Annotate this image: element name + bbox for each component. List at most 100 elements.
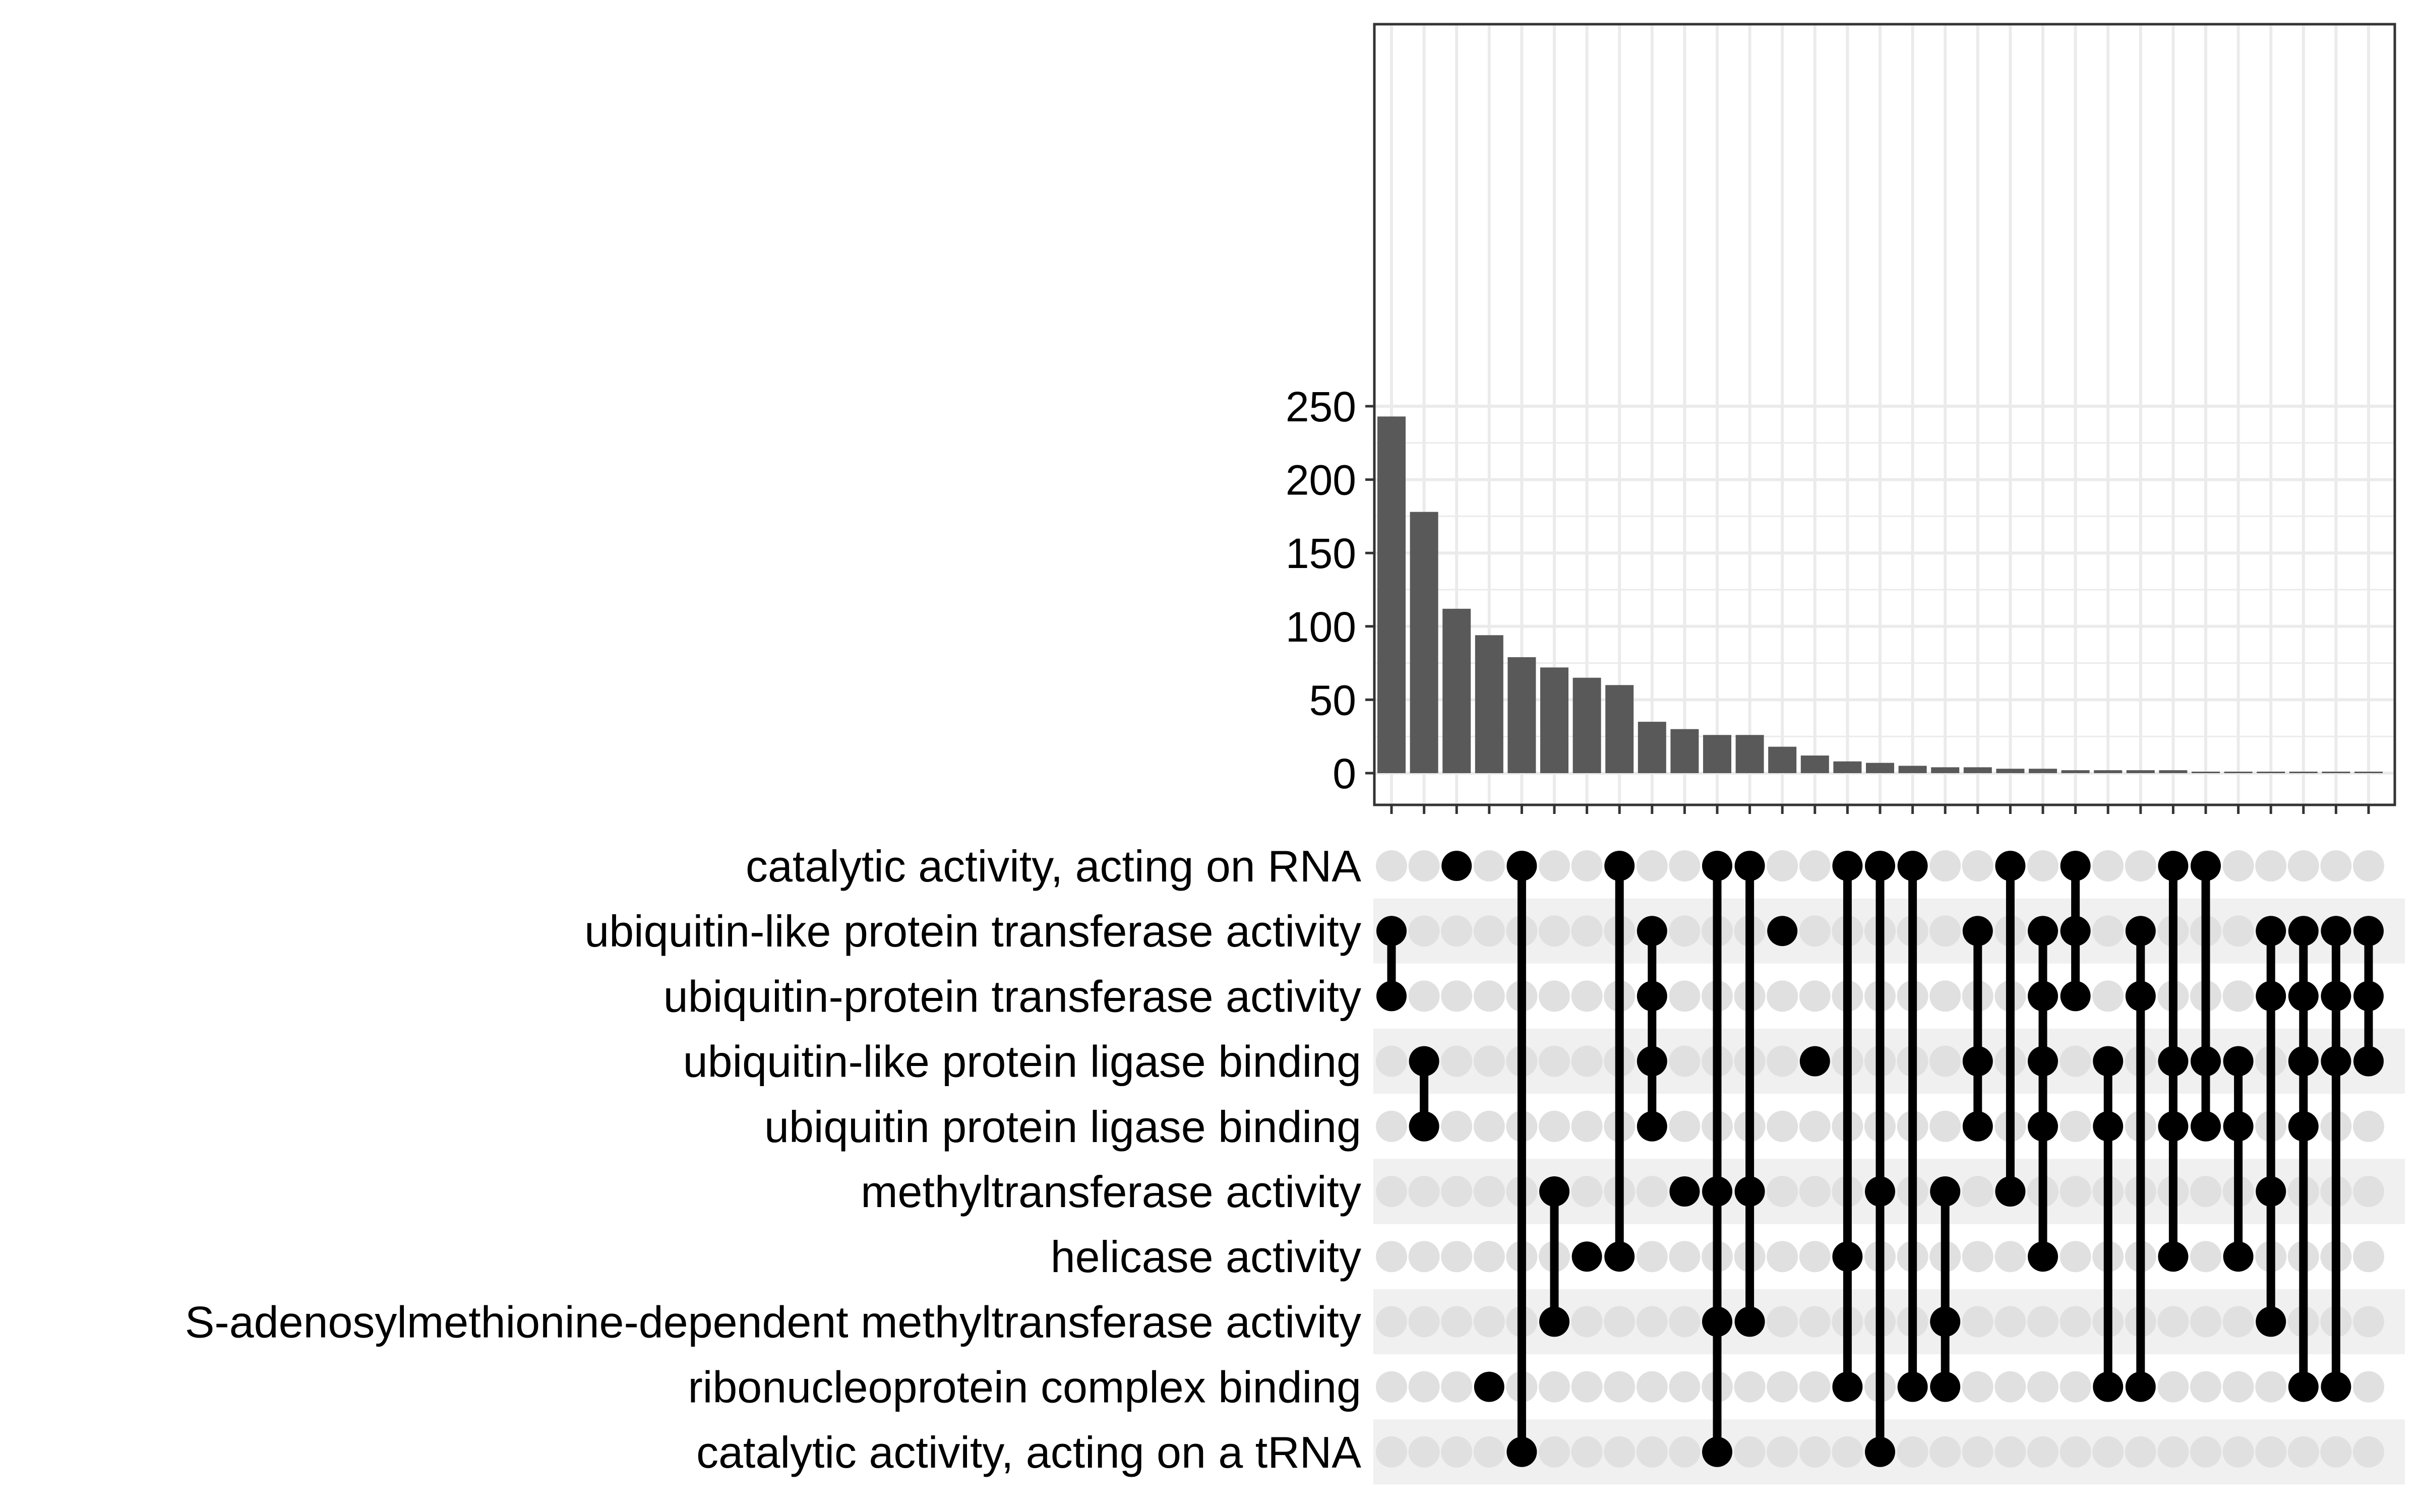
intersection-bar [1442,608,1471,773]
matrix-dot-active [2223,1241,2254,1272]
matrix-dot-inactive [1376,1241,1407,1273]
matrix-dot-inactive [1929,980,1961,1012]
matrix-dot-active [2028,981,2058,1012]
matrix-dot-inactive [2222,1436,2254,1468]
intersection-bar [2159,770,2188,773]
matrix-dot-inactive [1376,1306,1407,1338]
matrix-dot-inactive [1799,1306,1831,1338]
matrix-dot-active [2028,1241,2058,1272]
matrix-dot-inactive [1994,1436,2026,1468]
matrix-dot-inactive [1669,980,1701,1012]
set-label: helicase activity [1051,1232,1361,1282]
matrix-dot-inactive [2222,1306,2254,1338]
matrix-dot-inactive [1441,1436,1473,1468]
matrix-dot-active [1604,1241,1635,1272]
matrix-dot-active [1637,981,1667,1012]
matrix-dot-inactive [1571,1110,1603,1142]
intersection-bar [1735,735,1764,773]
matrix-dot-active [1506,851,1537,881]
matrix-dot-active [1930,1371,1961,1402]
matrix-dot-inactive [2157,1306,2189,1338]
matrix-dot-inactive [2353,1306,2384,1338]
matrix-dot-active [2353,916,2384,947]
matrix-dot-inactive [1571,1436,1603,1468]
matrix-dot-active [1702,1176,1732,1207]
matrix-dot-inactive [1376,1176,1407,1207]
matrix-dot-inactive [1408,1176,1440,1207]
matrix-dot-inactive [2190,1371,2221,1403]
matrix-dot-active [1376,916,1407,947]
matrix-dot-inactive [1897,1436,1928,1468]
matrix-dot-active [1734,851,1765,881]
set-label: ubiquitin protein ligase binding [764,1102,1361,1152]
matrix-dot-inactive [1539,915,1570,947]
matrix-dot-inactive [1376,850,1407,881]
matrix-dot-inactive [1539,1110,1570,1142]
matrix-dot-active [2256,981,2286,1012]
matrix-dot-inactive [1473,1306,1505,1338]
matrix-dot-inactive [1636,850,1668,881]
intersection-bar [2126,770,2155,773]
matrix-dot-inactive [1408,915,1440,947]
matrix-dot-active [2060,851,2091,881]
matrix-dot-active [2321,916,2351,947]
matrix-dot-inactive [2320,850,2352,881]
matrix-dot-inactive [2092,915,2124,947]
intersection-bar [2029,769,2057,773]
matrix-dot-active [1962,1111,1993,1142]
intersection-bar [1540,667,1568,773]
matrix-dot-inactive [1571,1045,1603,1077]
matrix-dot-inactive [1473,1110,1505,1142]
matrix-dot-inactive [1441,1110,1473,1142]
matrix-dot-active [1409,1111,1439,1142]
matrix-dot-inactive [2255,850,2287,881]
matrix-dot-inactive [2125,850,2156,881]
matrix-dot-inactive [1473,1045,1505,1077]
matrix-dot-active [1637,1046,1667,1077]
matrix-dot-inactive [1994,1371,2026,1403]
matrix-dot-active [1930,1306,1961,1337]
matrix-dot-active [2060,916,2091,947]
matrix-dot-inactive [1767,1176,1798,1207]
intersection-bar [1638,722,1666,773]
matrix-dot-inactive [2060,1371,2091,1403]
matrix-dot-active [2256,1306,2286,1337]
matrix-dot-inactive [1669,1436,1701,1468]
matrix-dot-active [1539,1306,1569,1337]
matrix-dot-inactive [1962,1436,1993,1468]
matrix-dot-inactive [2255,1371,2287,1403]
matrix-dot-active [1930,1176,1961,1207]
matrix-dot-inactive [1539,980,1570,1012]
matrix-dot-inactive [1799,850,1831,881]
matrix-dot-active [1571,1241,1602,1272]
matrix-dot-inactive [1441,915,1473,947]
matrix-dot-active [1734,1176,1765,1207]
matrix-dot-inactive [1571,1306,1603,1338]
set-label: catalytic activity, acting on a tRNA [696,1427,1361,1477]
matrix-dot-active [1799,1046,1830,1077]
matrix-dot-inactive [1604,1371,1636,1403]
intersection-bar [2192,772,2220,773]
matrix-dot-inactive [1571,1176,1603,1207]
matrix-dot-inactive [1408,980,1440,1012]
set-labels: catalytic activity, acting on RNA ubiquit… [185,841,1362,1477]
matrix-dot-active [2093,1046,2124,1077]
set-label: methyltransferase activity [861,1167,1361,1217]
matrix-dot-active [2191,1111,2221,1142]
matrix-dot-inactive [2027,1371,2059,1403]
matrix-dot-active [1962,916,1993,947]
matrix-dot-inactive [1767,1110,1798,1142]
intersection-bar [1800,755,1829,773]
matrix-dot-inactive [1571,980,1603,1012]
matrix-dot-active [2321,981,2351,1012]
matrix-dot-inactive [1767,1371,1798,1403]
y-tick-label: 50 [1309,676,1356,724]
matrix-dot-inactive [2027,850,2059,881]
matrix-dot-inactive [1929,850,1961,881]
set-label: ubiquitin-like protein transferase activ… [584,906,1361,956]
matrix-dot-inactive [2320,1436,2352,1468]
matrix-dot-active [2256,1176,2286,1207]
matrix-dot-active [1897,851,1928,881]
matrix-dot-inactive [1376,1436,1407,1468]
matrix-dot-inactive [1669,850,1701,881]
